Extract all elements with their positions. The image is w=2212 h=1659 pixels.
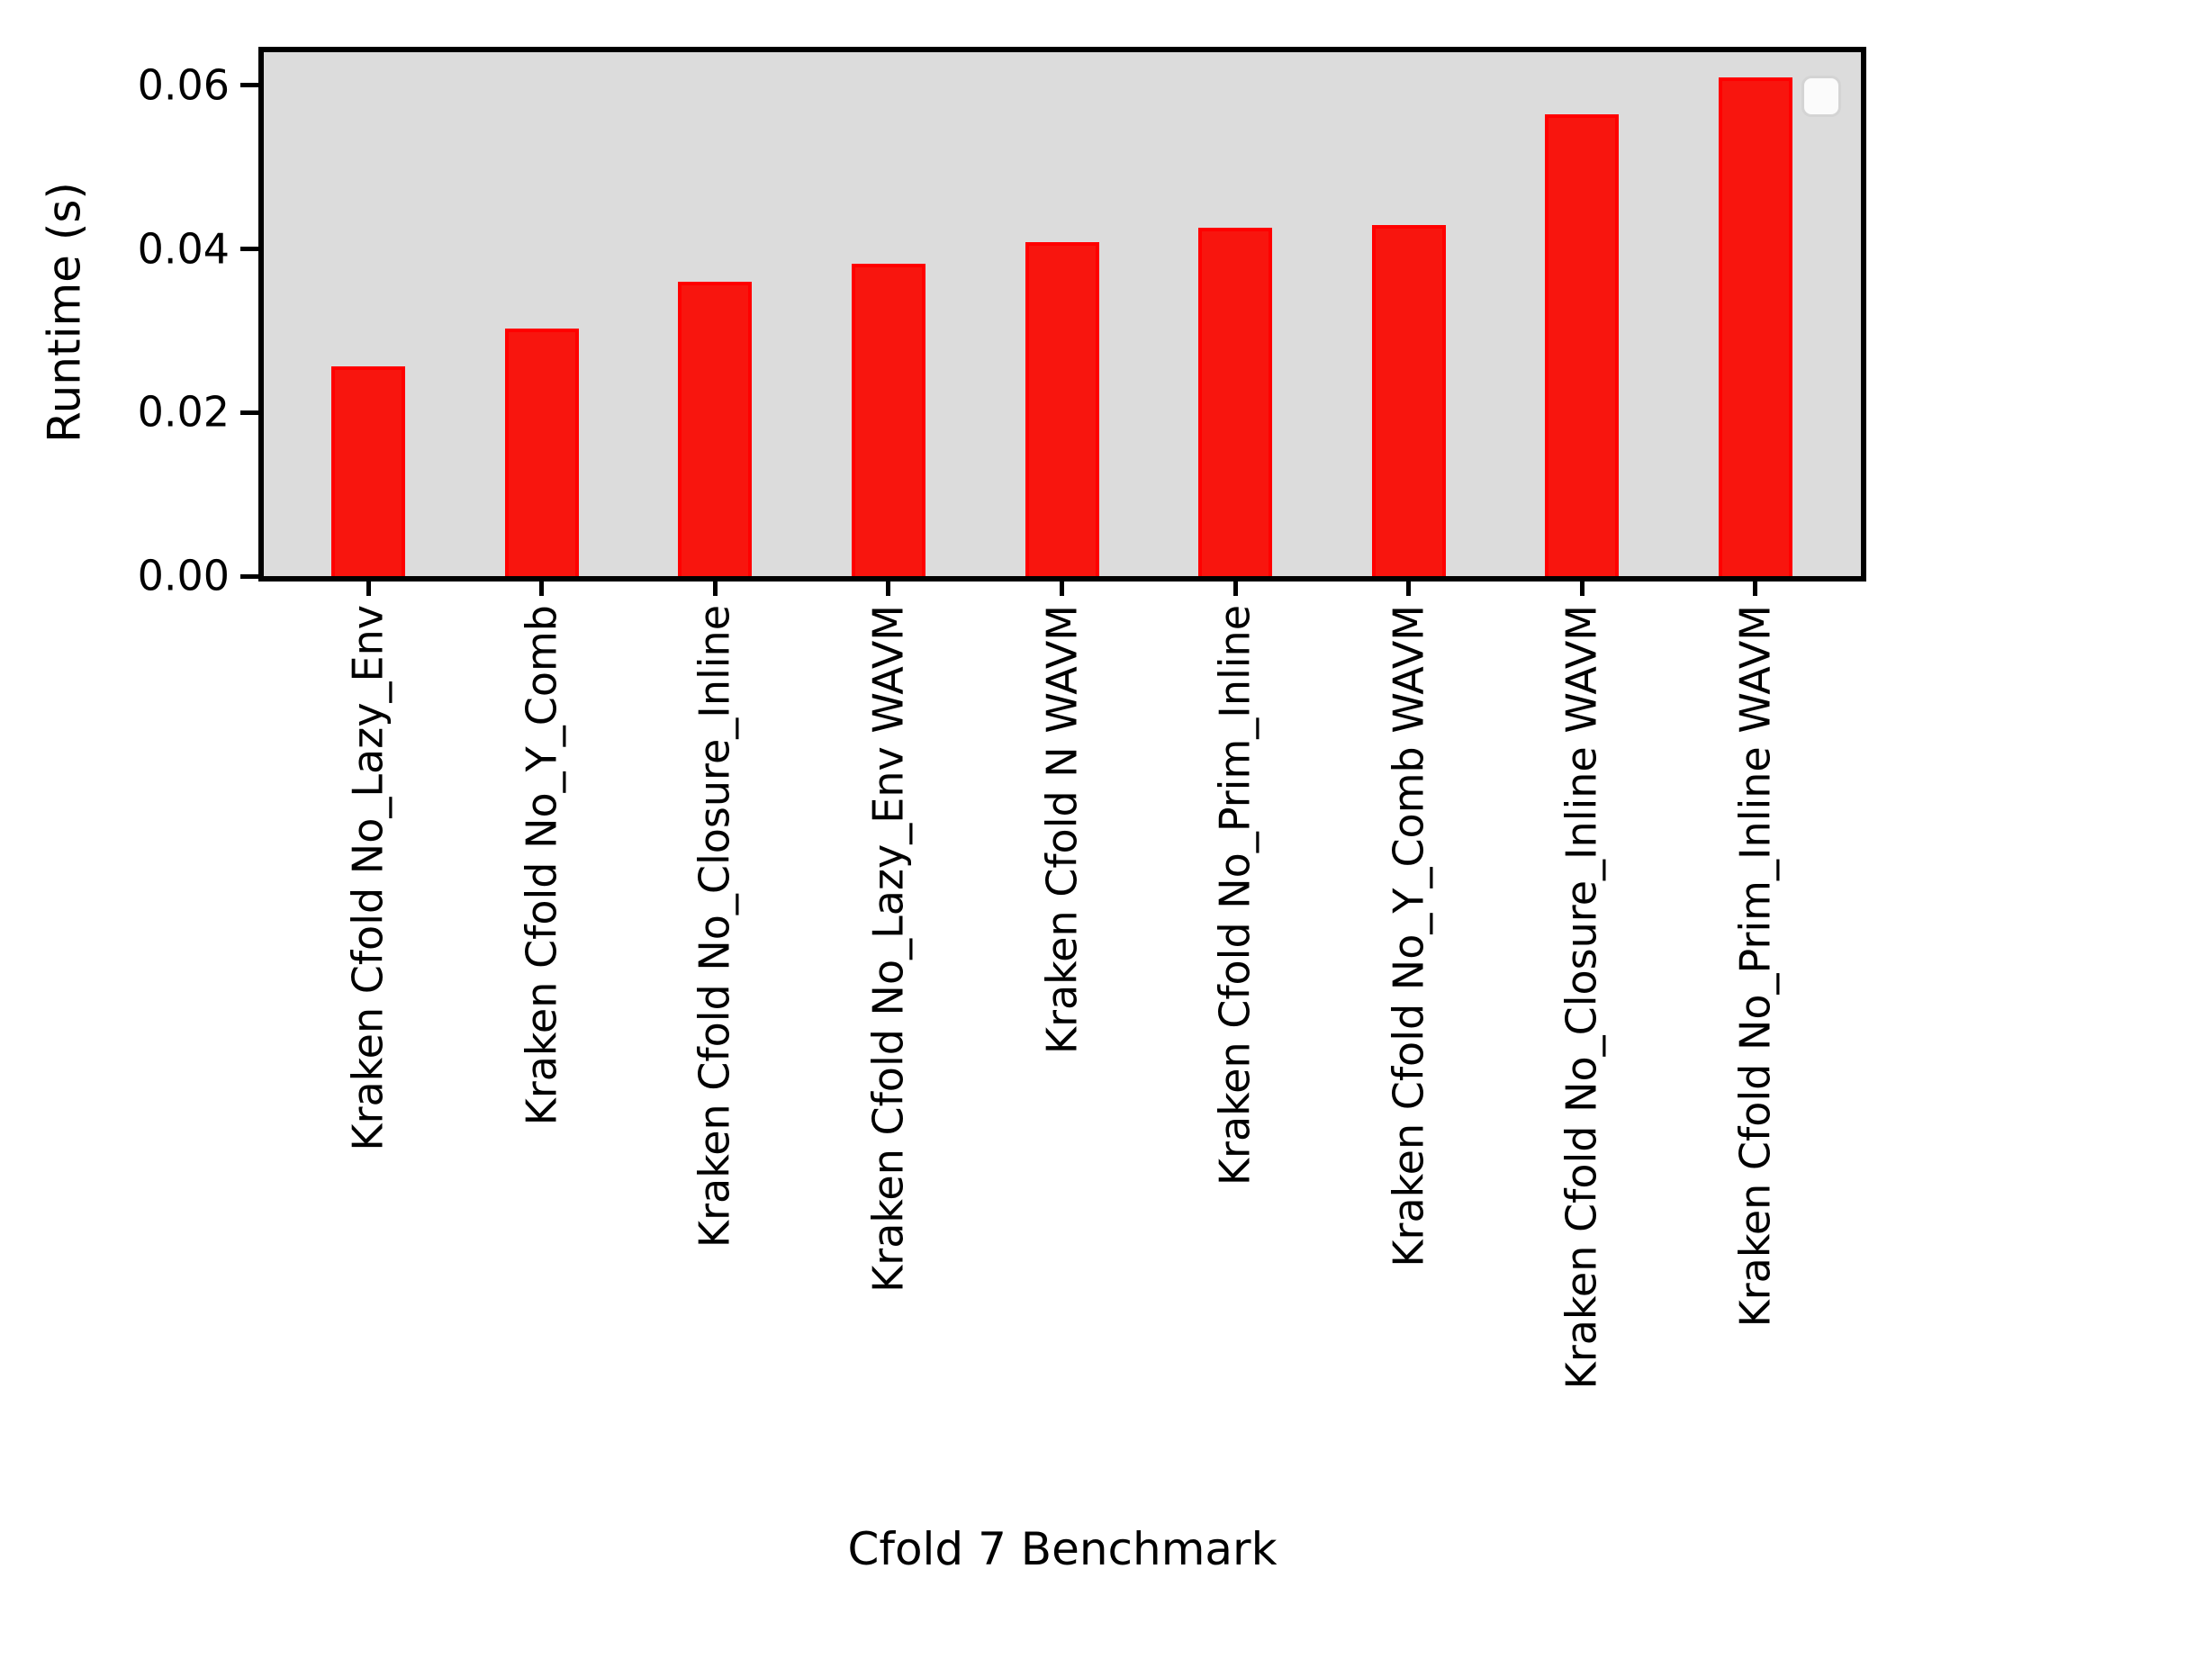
x-tick-mark xyxy=(1060,576,1064,596)
y-tick-mark xyxy=(240,247,258,252)
bar xyxy=(1025,242,1099,576)
y-axis-label-text: Runtime (s) xyxy=(38,182,91,443)
x-tick-label-text: Kraken Cfold No_Closure_Inline WAVM xyxy=(1557,605,1606,1390)
bar xyxy=(504,328,579,576)
bar xyxy=(1718,77,1792,576)
x-tick-mark xyxy=(366,576,371,596)
y-axis-label: Runtime (s) xyxy=(38,182,91,446)
x-tick-mark xyxy=(1406,576,1412,596)
x-tick-label-text: Kraken Cfold No_Y_Comb WAVM xyxy=(1384,605,1433,1267)
y-tick-mark xyxy=(240,83,258,88)
x-tick-label: Kraken Cfold No_Closure_Inline xyxy=(691,605,739,1251)
bar xyxy=(678,281,753,576)
y-tick-label: 0.02 xyxy=(137,387,230,437)
y-tick-label: 0.06 xyxy=(137,60,230,110)
x-tick-label: Kraken Cfold No_Y_Comb WAVM xyxy=(1384,605,1433,1271)
y-tick-mark xyxy=(240,573,258,579)
x-tick-label-text: Kraken Cfold No_Y_Comb xyxy=(517,605,566,1126)
plot-area: 0.00 0.02 0.04 0.06 Kraken Cfold No_Lazy_Env… xyxy=(138,47,1866,1389)
x-tick-label: Kraken Cfold No_Closure_Inline WAVM xyxy=(1557,605,1606,1393)
x-tick-label: Kraken Cfold No_Prim_Inline WAVM xyxy=(1730,605,1780,1330)
x-tick-label-text: Kraken Cfold No_Lazy_Env WAVM xyxy=(863,605,913,1293)
bar xyxy=(1198,227,1273,576)
x-tick-label: Kraken Cfold N WAVM xyxy=(1037,605,1087,1058)
x-tick-label-text: Kraken Cfold N WAVM xyxy=(1037,605,1087,1055)
bar xyxy=(851,263,925,576)
x-tick-label: Kraken Cfold No_Y_Comb xyxy=(517,605,566,1129)
bar xyxy=(1545,113,1620,576)
x-tick-label-text: Kraken Cfold No_Closure_Inline xyxy=(690,605,739,1249)
x-tick-mark xyxy=(1232,576,1238,596)
x-tick-mark xyxy=(886,576,891,596)
x-tick-mark xyxy=(1579,576,1585,596)
x-tick-label: Kraken Cfold No_Lazy_Env WAVM xyxy=(863,605,913,1296)
bar xyxy=(331,366,406,576)
bar xyxy=(1371,225,1446,576)
x-axis-label: Cfold 7 Benchmark xyxy=(847,1523,1278,1575)
x-tick-label-text: Kraken Cfold No_Prim_Inline xyxy=(1210,605,1259,1186)
x-tick-label: Kraken Cfold No_Prim_Inline xyxy=(1210,605,1259,1189)
legend-box xyxy=(1801,76,1841,117)
x-tick-mark xyxy=(1753,576,1758,596)
x-tick-label-text: Kraken Cfold No_Lazy_Env xyxy=(343,605,393,1151)
x-tick-label: Kraken Cfold No_Lazy_Env xyxy=(343,605,393,1155)
y-tick-label: 0.04 xyxy=(137,224,230,274)
y-tick-label: 0.00 xyxy=(137,551,230,600)
y-tick-mark xyxy=(240,410,258,415)
x-tick-label-text: Kraken Cfold No_Prim_Inline WAVM xyxy=(1730,605,1780,1328)
x-tick-mark xyxy=(539,576,545,596)
x-tick-mark xyxy=(712,576,718,596)
